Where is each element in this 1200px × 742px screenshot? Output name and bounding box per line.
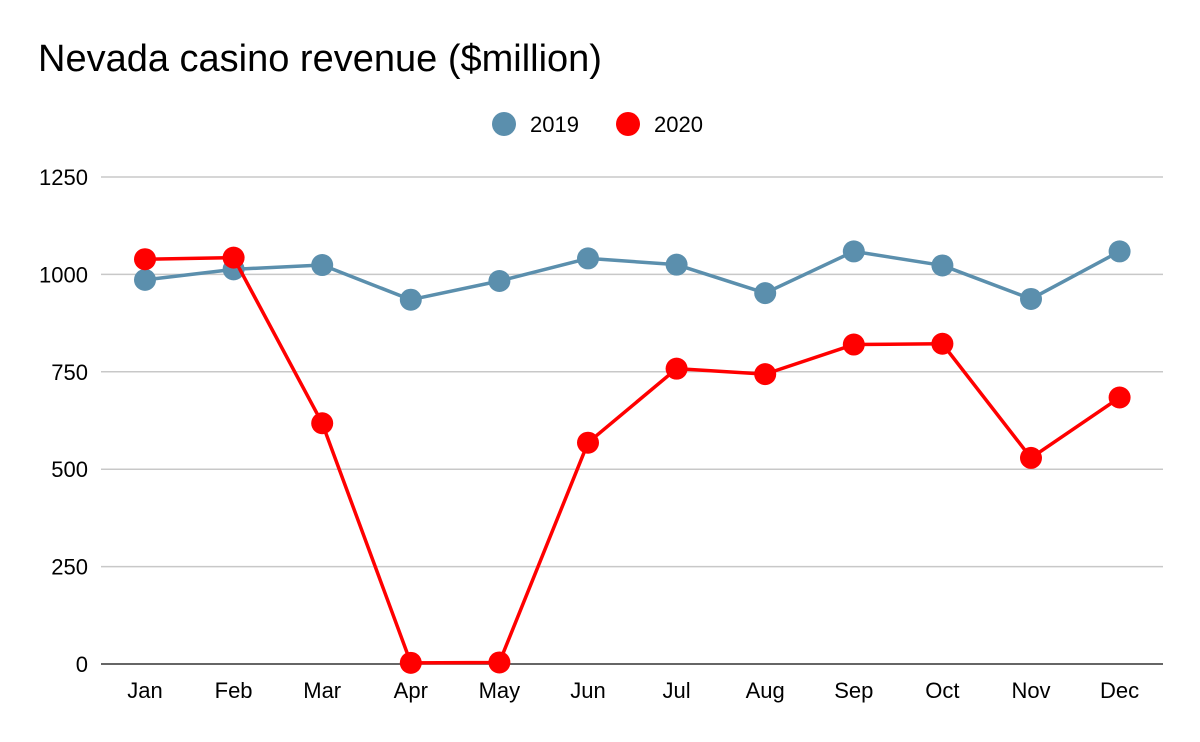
x-tick-label: Dec bbox=[1100, 678, 1139, 703]
x-tick-label: May bbox=[479, 678, 521, 703]
data-point-2019 bbox=[1020, 287, 1042, 310]
data-point-2019 bbox=[134, 268, 156, 291]
data-point-2020 bbox=[842, 333, 865, 356]
legend-label-2020: 2020 bbox=[654, 112, 703, 137]
data-point-2019 bbox=[931, 254, 954, 277]
x-tick-label: Feb bbox=[215, 678, 253, 703]
series-line-2020 bbox=[144, 255, 1121, 665]
x-tick-label: Jan bbox=[127, 678, 162, 703]
y-tick-label: 750 bbox=[51, 360, 88, 385]
x-tick-label: Mar bbox=[303, 678, 341, 703]
data-point-2019 bbox=[488, 270, 511, 293]
y-tick-label: 500 bbox=[51, 457, 88, 482]
data-point-2019 bbox=[1108, 240, 1131, 263]
chart-title: Nevada casino revenue ($million) bbox=[38, 38, 602, 80]
data-point-2019 bbox=[577, 247, 599, 270]
data-point-2019 bbox=[399, 288, 422, 311]
x-tick-label: Sep bbox=[834, 678, 873, 703]
y-tick-label: 1000 bbox=[39, 262, 88, 287]
gridlines bbox=[101, 176, 1163, 665]
x-axis-ticks: Jan Feb Mar Apr May Jun Jul Aug Sep Oct Nov Dec bbox=[127, 678, 1139, 703]
data-point-2019 bbox=[311, 254, 334, 277]
x-tick-label: Apr bbox=[394, 678, 428, 703]
series-layer bbox=[134, 240, 1131, 674]
x-tick-label: Jul bbox=[663, 678, 691, 703]
data-point-2020 bbox=[1108, 386, 1131, 409]
legend: 2019 2020 bbox=[492, 112, 703, 137]
data-point-2020 bbox=[931, 332, 954, 355]
legend-marker-2020 bbox=[616, 112, 640, 136]
data-point-2020 bbox=[577, 431, 599, 454]
legend-label-2019: 2019 bbox=[530, 112, 579, 137]
data-point-2020 bbox=[399, 651, 422, 674]
data-point-2020 bbox=[488, 651, 511, 674]
data-point-2019 bbox=[842, 240, 865, 263]
series-2020 bbox=[134, 246, 1131, 674]
data-point-2020 bbox=[754, 363, 777, 386]
x-tick-label: Nov bbox=[1011, 678, 1050, 703]
legend-marker-2019 bbox=[492, 112, 516, 136]
x-tick-label: Jun bbox=[570, 678, 605, 703]
data-point-2020 bbox=[134, 248, 156, 271]
series-line-2019 bbox=[144, 249, 1121, 302]
y-tick-label: 1250 bbox=[39, 165, 88, 190]
data-point-2019 bbox=[665, 253, 688, 276]
data-point-2020 bbox=[665, 357, 688, 380]
series-2019 bbox=[134, 240, 1131, 311]
y-axis-ticks: 0 250 500 750 1000 1250 bbox=[39, 165, 88, 677]
data-point-2020 bbox=[222, 246, 245, 269]
x-tick-label: Aug bbox=[746, 678, 785, 703]
data-point-2020 bbox=[311, 412, 334, 435]
data-point-2020 bbox=[1020, 446, 1042, 469]
x-tick-label: Oct bbox=[925, 678, 959, 703]
y-tick-label: 250 bbox=[51, 555, 88, 580]
data-point-2019 bbox=[754, 282, 777, 305]
y-tick-label: 0 bbox=[76, 652, 88, 677]
